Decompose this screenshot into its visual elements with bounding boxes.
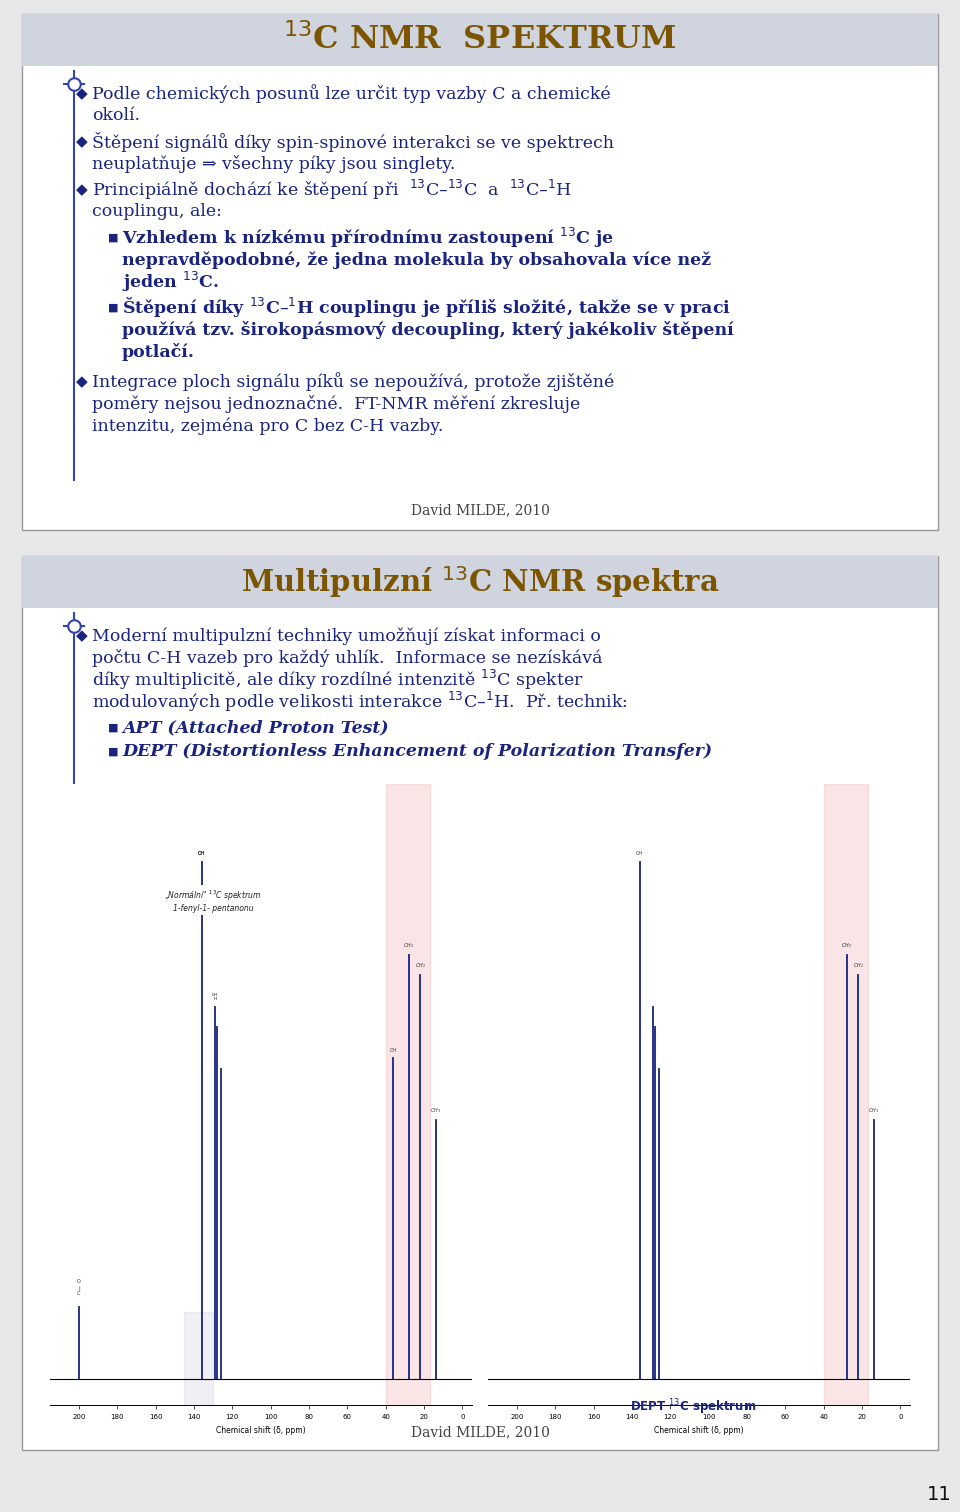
Text: couplingu, ale:: couplingu, ale: <box>92 204 222 221</box>
X-axis label: Chemical shift (δ, ppm): Chemical shift (δ, ppm) <box>654 1426 744 1435</box>
Text: CH: CH <box>198 851 205 856</box>
Text: Vzhledem k nízkému přírodnímu zastoupení $^{13}$C je: Vzhledem k nízkému přírodnímu zastoupení… <box>122 225 614 249</box>
Text: ◆: ◆ <box>76 88 87 101</box>
Text: $CH_2$: $CH_2$ <box>415 962 425 971</box>
Text: DEPT $^{13}$C spektrum: DEPT $^{13}$C spektrum <box>630 1397 756 1417</box>
Text: $CH_3$: $CH_3$ <box>868 1107 879 1116</box>
Text: $CH_3$: $CH_3$ <box>430 1107 441 1116</box>
Text: jeden $^{13}$C.: jeden $^{13}$C. <box>122 271 219 293</box>
Text: ■: ■ <box>108 302 118 313</box>
Text: 11: 11 <box>927 1485 952 1504</box>
Text: ■: ■ <box>108 233 118 243</box>
Text: David MILDE, 2010: David MILDE, 2010 <box>411 503 549 517</box>
Text: $CH_2$: $CH_2$ <box>403 940 414 950</box>
Text: DEPT (Distortionless Enhancement of Polarization Transfer): DEPT (Distortionless Enhancement of Pola… <box>122 744 712 761</box>
Text: ◆: ◆ <box>76 183 87 197</box>
Bar <box>22 14 938 67</box>
Text: díky multiplicitě, ale díky rozdílné intenzitě $^{13}$C spekter: díky multiplicitě, ale díky rozdílné int… <box>92 668 584 692</box>
Text: Podle chemických posunů lze určit typ vazby C a chemické: Podle chemických posunů lze určit typ va… <box>92 85 611 103</box>
Text: $CH_2$: $CH_2$ <box>841 940 852 950</box>
Bar <box>184 1312 213 1405</box>
Text: poměry nejsou jednoznačné.  FT-NMR měření zkresluje: poměry nejsou jednoznačné. FT-NMR měření… <box>92 395 580 413</box>
Text: ■: ■ <box>108 723 118 733</box>
Text: intenzitu, zejména pro C bez C-H vazby.: intenzitu, zejména pro C bez C-H vazby. <box>92 417 444 435</box>
Text: Moderní multipulzní techniky umožňují získat informaci o: Moderní multipulzní techniky umožňují zí… <box>92 627 601 644</box>
Bar <box>386 785 430 1405</box>
Text: ◆: ◆ <box>76 375 87 389</box>
Text: CH: CH <box>198 851 205 856</box>
Text: CH
H: CH H <box>212 993 218 1001</box>
Text: „Normální" $^{13}$C spektrum
1-fenyl-1- pentanonu: „Normální" $^{13}$C spektrum 1-fenyl-1- … <box>164 889 262 913</box>
Text: používá tzv. širokopásmový decoupling, který jakékoliv štěpení: používá tzv. širokopásmový decoupling, k… <box>122 321 733 339</box>
Text: nepravděpodobné, že jedna molekula by obsahovala více než: nepravděpodobné, že jedna molekula by ob… <box>122 251 711 269</box>
Text: Principiálně dochází ke štěpení při  $^{13}$C–$^{13}$C  a  $^{13}$C–$^1$H: Principiálně dochází ke štěpení při $^{1… <box>92 178 572 203</box>
Text: $CH_2$: $CH_2$ <box>852 962 864 971</box>
Text: Štěpení signálů díky spin-spinové interakci se ve spektrech: Štěpení signálů díky spin-spinové intera… <box>92 132 614 153</box>
Text: neuplatňuje ⇒ všechny píky jsou singlety.: neuplatňuje ⇒ všechny píky jsou singlety… <box>92 156 455 172</box>
Text: ■: ■ <box>108 747 118 758</box>
Text: ◆: ◆ <box>76 135 87 150</box>
Text: ◆: ◆ <box>76 629 87 643</box>
Bar <box>22 556 938 1450</box>
Text: počtu C-H vazeb pro každý uhlík.  Informace se nezískává: počtu C-H vazeb pro každý uhlík. Informa… <box>92 649 603 667</box>
Text: David MILDE, 2010: David MILDE, 2010 <box>411 1424 549 1439</box>
Text: Štěpení díky $^{13}$C–$^1$H couplingu je příliš složité, takže se v praci: Štěpení díky $^{13}$C–$^1$H couplingu je… <box>122 296 731 321</box>
Text: potlačí.: potlačí. <box>122 343 195 361</box>
Text: $^{13}$C NMR  SPEKTRUM: $^{13}$C NMR SPEKTRUM <box>283 24 677 56</box>
Bar <box>22 556 938 608</box>
Text: O
|
C: O | C <box>77 1279 81 1296</box>
Text: modulovaných podle velikosti interakce $^{13}$C–$^1$H.  Př. technik:: modulovaných podle velikosti interakce $… <box>92 689 628 714</box>
X-axis label: Chemical shift (δ, ppm): Chemical shift (δ, ppm) <box>216 1426 306 1435</box>
Text: CH: CH <box>636 851 643 856</box>
Text: Integrace ploch signálu píků se nepoužívá, protože zjištěné: Integrace ploch signálu píků se nepoužív… <box>92 372 614 392</box>
Bar <box>824 785 868 1405</box>
Text: Multipulzní $^{13}$C NMR spektra: Multipulzní $^{13}$C NMR spektra <box>241 564 719 600</box>
Text: APT (Attached Proton Test): APT (Attached Proton Test) <box>122 720 389 736</box>
Bar <box>22 14 938 531</box>
Text: okolí.: okolí. <box>92 107 140 124</box>
Text: CH: CH <box>390 1048 396 1052</box>
